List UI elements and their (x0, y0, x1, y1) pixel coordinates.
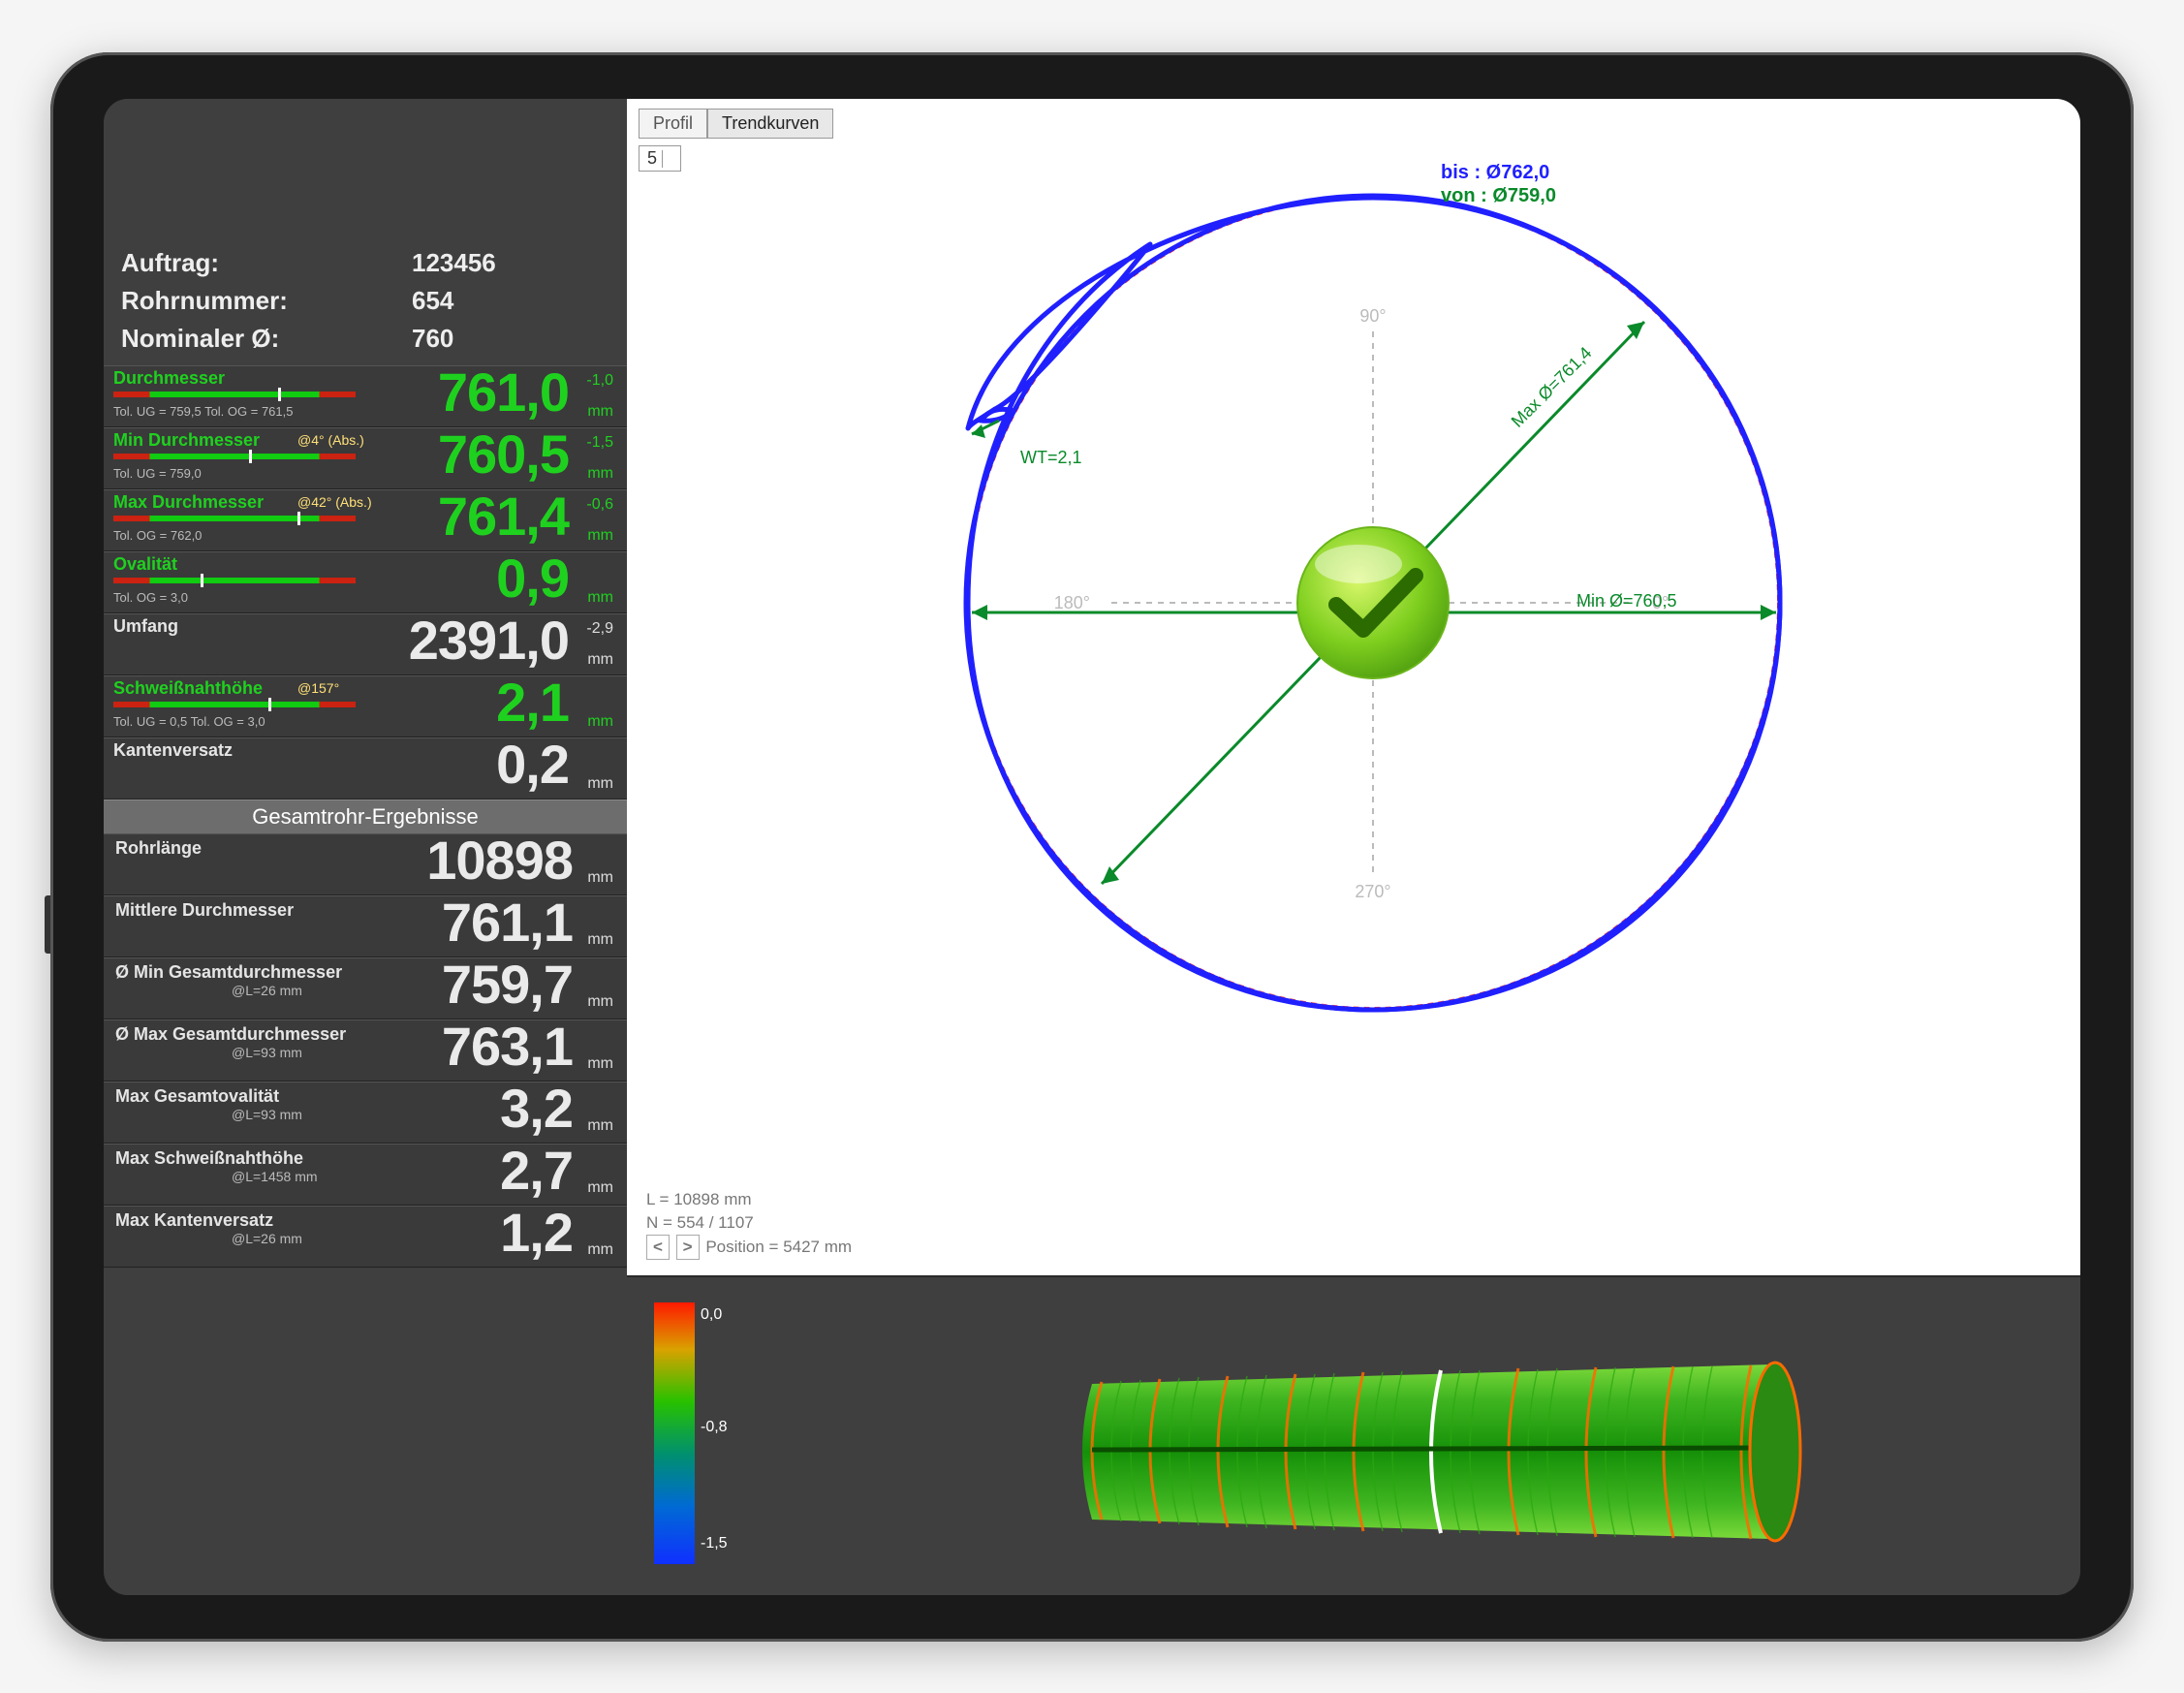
point-stepper[interactable]: 5 (639, 145, 681, 172)
result-value: 3,2 (500, 1077, 573, 1140)
tolerance-marker (249, 450, 252, 463)
tolerance-marker (268, 698, 271, 711)
rohr-label: Rohrnummer: (121, 286, 412, 316)
deg-90: 90° (1359, 306, 1386, 326)
prev-button[interactable]: < (646, 1235, 670, 1260)
meas-value: 0,9 (496, 547, 569, 610)
result-unit: mm (587, 1117, 613, 1135)
meas-row-2: Max Durchmesser@42° (Abs.) Tol. OG = 762… (104, 489, 627, 551)
tolerance-marker (201, 574, 203, 587)
meas-value: 760,5 (438, 423, 569, 486)
tolerance-bar (113, 702, 356, 707)
result-value: 761,1 (442, 891, 573, 954)
meas-angle: @4° (Abs.) (297, 432, 364, 448)
app-screen: Auftrag: 123456 Rohrnummer: 654 Nominale… (104, 99, 2080, 1595)
meas-value: 761,0 (438, 361, 569, 423)
meas-row-3: Ovalität Tol. OG = 3,00,9mm (104, 551, 627, 613)
result-unit: mm (587, 1055, 613, 1073)
meas-dev: -1,0 (586, 372, 613, 390)
meas-unit: mm (587, 775, 613, 793)
tolerance-bar (113, 578, 356, 583)
meas-unit: mm (587, 465, 613, 483)
tolerance-marker (278, 388, 281, 401)
result-row-2: Ø Min Gesamtdurchmesser@L=26 mm759,7mm (104, 957, 627, 1019)
meas-row-4: Umfang2391,0-2,9mm (104, 613, 627, 675)
info-position: Position = 5427 mm (705, 1238, 852, 1256)
result-unit: mm (587, 869, 613, 887)
meas-dev: -2,9 (586, 620, 613, 638)
tolerance-bar (113, 392, 356, 397)
result-value: 1,2 (500, 1201, 573, 1264)
scale-2: -1,5 (701, 1535, 728, 1552)
profile-svg: 90° 0° 270° 180° WT=2,1 (801, 118, 1945, 1068)
result-unit: mm (587, 993, 613, 1011)
info-n: N = 554 / 1107 (646, 1211, 852, 1235)
result-row-3: Ø Max Gesamtdurchmesser@L=93 mm763,1mm (104, 1019, 627, 1082)
meas-value: 761,4 (438, 485, 569, 548)
position-info: L = 10898 mm N = 554 / 1107 < > Position… (646, 1188, 852, 1259)
meas-dev: -0,6 (586, 496, 613, 514)
von-label: von : Ø759,0 (1441, 185, 1556, 206)
result-unit: mm (587, 931, 613, 949)
header-nominal: Nominaler Ø: 760 (104, 320, 627, 358)
pipe-3d-panel: 0,0 -0,8 -1,5 (627, 1275, 2080, 1595)
rohr-value: 654 (412, 286, 453, 316)
tab-profil[interactable]: Profil (639, 109, 707, 139)
nom-label: Nominaler Ø: (121, 324, 412, 354)
result-value: 2,7 (500, 1139, 573, 1202)
meas-angle: @42° (Abs.) (297, 494, 372, 510)
pipe-3d-svg (1034, 1326, 1906, 1578)
result-unit: mm (587, 1179, 613, 1197)
result-row-6: Max Kantenversatz@L=26 mm1,2mm (104, 1206, 627, 1268)
profile-chart-panel: Profil Trendkurven 5 90° 0° 270° 180° (627, 99, 2080, 1275)
meas-value: 0,2 (496, 733, 569, 796)
result-value: 10898 (426, 829, 573, 892)
meas-row-1: Min Durchmesser@4° (Abs.)Tol. UG = 759,0… (104, 427, 627, 489)
nom-value: 760 (412, 324, 453, 354)
next-button[interactable]: > (676, 1235, 700, 1260)
tolerance-bar (113, 454, 356, 459)
result-unit: mm (587, 1241, 613, 1259)
visualization-area: Profil Trendkurven 5 90° 0° 270° 180° (627, 99, 2080, 1595)
tablet-side-button[interactable] (45, 895, 50, 954)
deg-270: 270° (1355, 882, 1390, 901)
header-auftrag: Auftrag: 123456 (104, 244, 627, 282)
meas-angle: @157° (297, 680, 339, 696)
meas-value: 2,1 (496, 671, 569, 734)
meas-value: 2391,0 (409, 609, 569, 672)
result-value: 759,7 (442, 953, 573, 1016)
min-dia-label: Min Ø=760,5 (1576, 591, 1677, 611)
auftrag-label: Auftrag: (121, 248, 412, 278)
meas-row-6: Kantenversatz0,2mm (104, 737, 627, 799)
meas-dev: -1,5 (586, 434, 613, 452)
meas-unit: mm (587, 589, 613, 607)
result-row-1: Mittlere Durchmesser761,1mm (104, 895, 627, 957)
result-value: 763,1 (442, 1015, 573, 1078)
tolerance-bar (113, 516, 356, 521)
scale-0: 0,0 (701, 1306, 722, 1324)
tablet-frame: Auftrag: 123456 Rohrnummer: 654 Nominale… (50, 52, 2134, 1642)
meas-unit: mm (587, 713, 613, 731)
meas-unit: mm (587, 651, 613, 669)
info-length: L = 10898 mm (646, 1188, 852, 1211)
meas-unit: mm (587, 527, 613, 545)
result-row-4: Max Gesamtovalität@L=93 mm3,2mm (104, 1082, 627, 1144)
color-scale (654, 1302, 695, 1564)
meas-row-5: Schweißnahthöhe@157°Tol. UG = 0,5 Tol. O… (104, 675, 627, 737)
scale-1: -0,8 (701, 1419, 728, 1436)
meas-unit: mm (587, 403, 613, 421)
wt-label: WT=2,1 (1020, 448, 1082, 467)
bis-label: bis : Ø762,0 (1441, 162, 1549, 183)
auftrag-value: 123456 (412, 248, 496, 278)
tolerance-marker (297, 512, 300, 525)
meas-row-0: DurchmesserTol. UG = 759,5 Tol. OG = 761… (104, 365, 627, 427)
header-rohr: Rohrnummer: 654 (104, 282, 627, 320)
result-row-5: Max Schweißnahthöhe@L=1458 mm2,7mm (104, 1144, 627, 1206)
measurement-panel: Auftrag: 123456 Rohrnummer: 654 Nominale… (104, 99, 627, 1595)
result-row-0: Rohrlänge10898mm (104, 833, 627, 895)
deg-180: 180° (1054, 593, 1090, 612)
